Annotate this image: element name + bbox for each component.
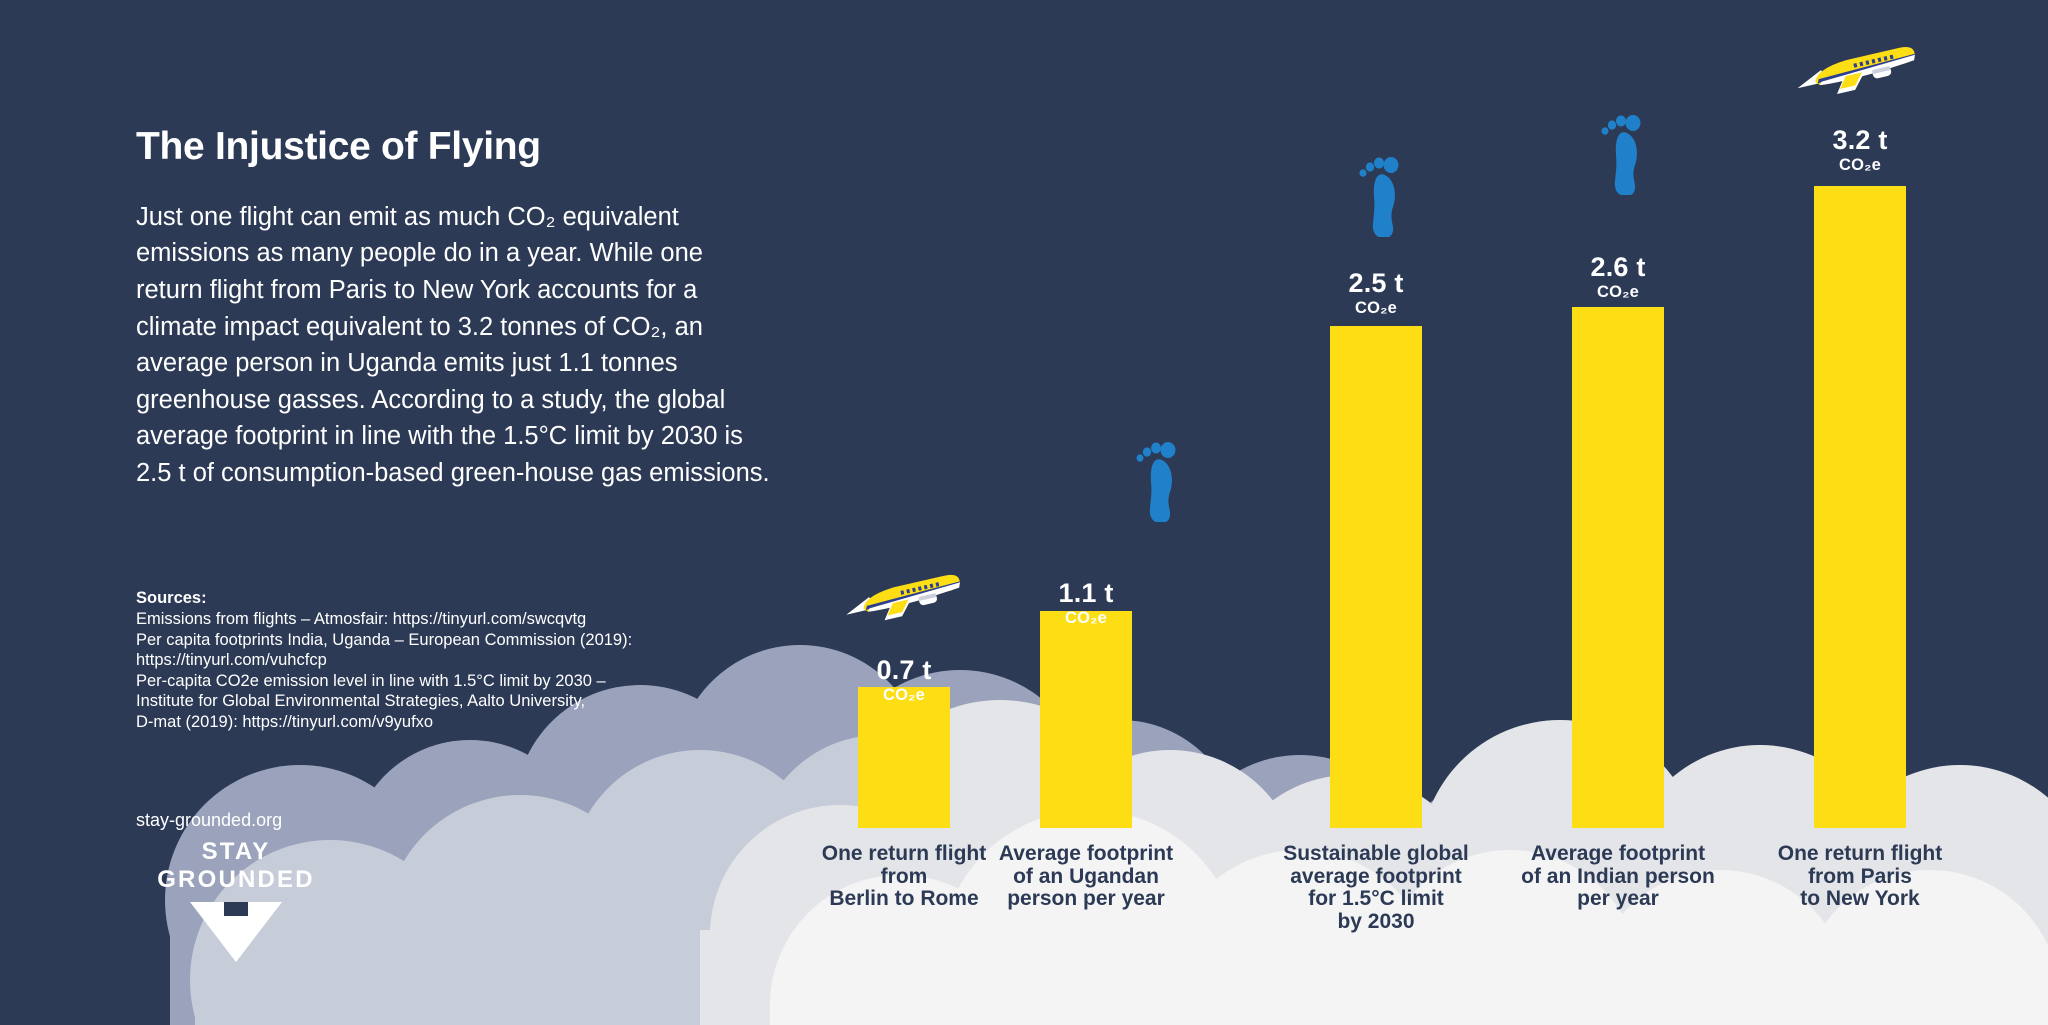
bar-category-line-3-0: Average footprint xyxy=(1530,842,1706,865)
bar-category-line-1-1: of an Ugandan xyxy=(1013,864,1159,888)
source-line-1: Emissions from flights – Atmosfair: http… xyxy=(136,610,587,628)
bar-value-label-4: 3.2 t xyxy=(1832,125,1888,155)
bar-category-3: Average footprint of an Indian person pe… xyxy=(1496,842,1740,911)
logo-line-2: GROUNDED xyxy=(157,866,315,893)
bar-category-line-2-2: for 1.5°C limit xyxy=(1308,887,1444,911)
website-url[interactable]: stay-grounded.org xyxy=(136,810,283,830)
source-line-4: Per-capita CO2e emission level in line w… xyxy=(136,671,606,690)
page-title: The Injustice of Flying xyxy=(136,125,541,168)
bar-value-1: 1.1 t CO₂e xyxy=(1016,578,1156,628)
logo-line-1: STAY xyxy=(201,838,271,865)
bar-value-label-2: 2.5 t xyxy=(1348,268,1404,298)
bar-category-line-4-2: to New York xyxy=(1800,887,1920,911)
bar-category-line-3-1: of an Indian person xyxy=(1521,864,1715,888)
bar-value-3: 2.6 t CO₂e xyxy=(1548,252,1688,302)
footprint-icon xyxy=(1136,442,1176,522)
bar-category-line-4-1: from Paris xyxy=(1808,864,1912,888)
bar-0[interactable] xyxy=(858,687,950,828)
bar-1[interactable] xyxy=(1040,611,1132,828)
bar-category-4: One return flight from Paris to New York xyxy=(1738,842,1982,911)
bar-value-label-1: 1.1 t xyxy=(1058,578,1114,608)
bar-unit-label-2: CO₂e xyxy=(1354,299,1398,317)
bar-value-4: 3.2 t CO₂e xyxy=(1790,125,1930,175)
bar-category-line-2-1: average footprint xyxy=(1290,864,1462,888)
bar-3[interactable] xyxy=(1572,307,1664,828)
bar-2[interactable] xyxy=(1330,326,1422,828)
bar-unit-label-1: CO₂e xyxy=(1064,609,1108,627)
bar-category-1: Average footprint of an Ugandan person p… xyxy=(964,842,1208,911)
logo-v-mark xyxy=(190,902,282,962)
intro-paragraph: Just one flight can emit as much CO₂ equ… xyxy=(136,202,770,488)
bar-unit-label-3: CO₂e xyxy=(1596,283,1640,301)
source-line-5: Institute for Global Environmental Strat… xyxy=(136,692,586,711)
sources-block: Sources: Emissions from flights – Atmosf… xyxy=(136,588,796,733)
bar-category-line-3-2: per year xyxy=(1577,887,1659,911)
bar-category-line-2-3: by 2030 xyxy=(1337,909,1415,933)
stay-grounded-logo: STAY GROUNDED xyxy=(136,838,336,969)
bar-value-0: 0.7 t CO₂e xyxy=(834,655,974,705)
bar-category-2: Sustainable global average footprint for… xyxy=(1254,842,1498,933)
source-line-2: Per capita footprints India, Uganda – Eu… xyxy=(136,630,633,649)
sources-heading: Sources: xyxy=(136,589,207,607)
footprint-icon xyxy=(1601,115,1641,195)
source-line-6: D-mat (2019): https://tinyurl.com/v9yufx… xyxy=(136,712,434,731)
bar-category-line-1-0: Average footprint xyxy=(998,842,1174,865)
source-line-3: https://tinyurl.com/vuhcfcp xyxy=(136,651,327,670)
bar-value-label-0: 0.7 t xyxy=(876,655,932,685)
bar-value-label-3: 2.6 t xyxy=(1590,252,1646,282)
airplane-icon xyxy=(846,574,960,621)
bar-value-2: 2.5 t CO₂e xyxy=(1306,268,1446,318)
bar-4[interactable] xyxy=(1814,186,1906,828)
bar-unit-label-0: CO₂e xyxy=(882,686,926,704)
bar-category-line-1-2: person per year xyxy=(1007,887,1165,911)
bar-category-line-2-0: Sustainable global xyxy=(1283,842,1469,865)
bar-unit-label-4: CO₂e xyxy=(1838,156,1882,174)
footprint-icon xyxy=(1359,157,1399,237)
bar-category-line-4-0: One return flight xyxy=(1777,842,1943,865)
airplane-icon xyxy=(1797,47,1915,95)
